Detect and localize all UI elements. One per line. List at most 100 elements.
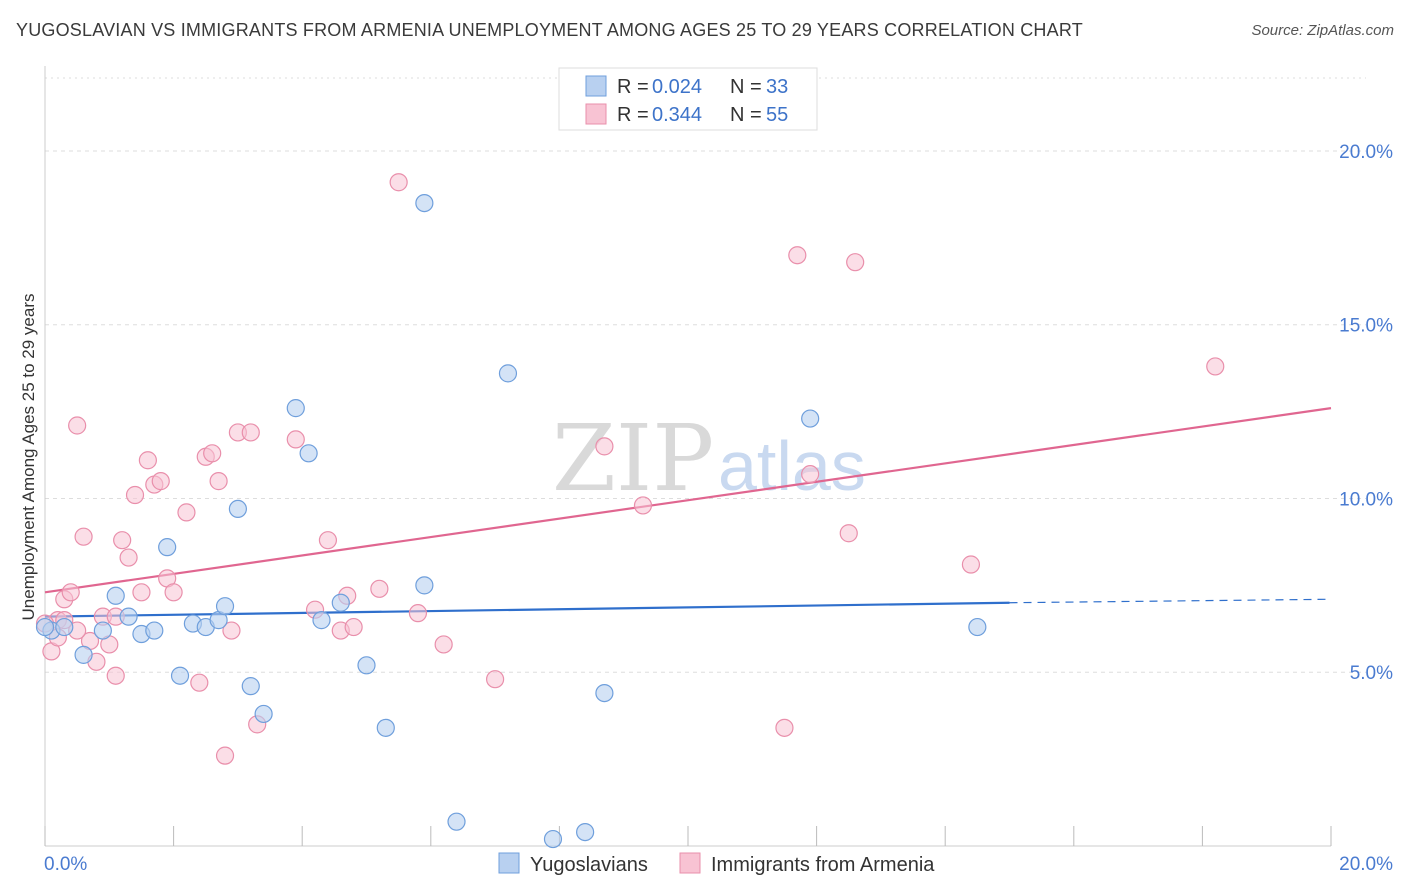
point-series1-17	[286, 399, 305, 418]
point-series1-20	[331, 593, 350, 612]
point-series2-44	[788, 246, 807, 265]
legend-bottom: Yugoslavians Immigrants from Armenia	[498, 852, 935, 876]
point-series1-27	[543, 829, 563, 849]
point-series1-22	[376, 718, 395, 737]
point-series1-4	[106, 586, 125, 605]
point-series2-49	[1206, 357, 1225, 376]
legend-bottom-swatch-series1	[498, 852, 520, 874]
point-series2-35	[344, 617, 363, 637]
point-series1-9	[170, 666, 190, 685]
point-series2-5	[74, 527, 93, 546]
y-tick-label-5: 5.0%	[1350, 663, 1393, 684]
point-series1-13	[215, 597, 235, 616]
point-series1-26	[498, 364, 518, 383]
point-series2-11	[113, 531, 132, 550]
point-series1-30	[801, 409, 820, 428]
point-series2-20	[177, 503, 196, 522]
point-series1-32	[35, 617, 55, 637]
point-series2-13	[125, 485, 145, 505]
source-label: Source: ZipAtlas.com	[1251, 22, 1394, 39]
x-tick-label-min: 0.0%	[44, 854, 87, 875]
point-series2-41	[595, 437, 614, 456]
point-series2-14	[132, 583, 151, 602]
legend-bottom-swatch-series2	[679, 852, 701, 874]
point-series2-48	[961, 555, 981, 574]
trend-line-series1-extension	[1009, 598, 1332, 604]
point-series2-26	[222, 621, 241, 640]
point-series1-5	[119, 607, 138, 626]
point-series2-25	[215, 746, 235, 765]
point-series2-19	[164, 583, 183, 602]
y-tick-label-20: 20.0%	[1339, 142, 1393, 163]
legend-top: R = 0.024 N = 33 R = 0.344 N = 55	[558, 67, 818, 131]
legend-r-value-2: 0.344	[652, 104, 702, 126]
point-series2-17	[151, 472, 170, 491]
point-series2-3	[61, 583, 80, 602]
point-series2-40	[486, 670, 505, 689]
point-series2-30	[286, 430, 305, 449]
y-tick-label-15: 15.0%	[1339, 316, 1393, 337]
legend-bottom-label-series1: Yugoslavians	[530, 854, 648, 876]
point-series2-42	[633, 496, 653, 515]
legend-n-label-1: N =	[730, 76, 762, 98]
point-series2-28	[241, 423, 260, 442]
legend-n-label-2: N =	[730, 104, 762, 126]
point-series2-47	[846, 253, 865, 272]
legend-r-label-1: R =	[617, 76, 649, 98]
point-series1-2	[74, 645, 93, 664]
point-series2-10	[106, 666, 125, 685]
point-series1-7	[145, 621, 164, 640]
legend-n-value-1: 33	[766, 76, 788, 98]
point-series1-29	[595, 683, 614, 703]
points-series1	[35, 193, 987, 849]
point-series2-46	[839, 524, 858, 543]
point-series1-24	[415, 193, 434, 213]
trend-lines	[44, 407, 1332, 618]
point-series1-1	[55, 617, 74, 637]
legend-r-label-2: R =	[617, 104, 649, 126]
point-series1-14	[228, 499, 247, 519]
point-series1-31	[968, 617, 987, 637]
point-series2-43	[775, 718, 794, 737]
legend-bottom-label-series2: Immigrants from Armenia	[711, 854, 935, 876]
point-series2-15	[138, 451, 157, 470]
point-series1-23	[415, 576, 434, 595]
point-series1-8	[158, 538, 177, 557]
grid-layer	[45, 77, 1366, 673]
watermark: ZIP atlas	[552, 405, 866, 512]
point-series2-38	[408, 604, 428, 623]
y-axis-title: Unemployment Among Ages 25 to 29 years	[19, 294, 38, 621]
point-series2-12	[119, 548, 138, 567]
point-series2-24	[209, 472, 228, 491]
point-series2-4	[68, 416, 87, 435]
points-series2	[35, 173, 1225, 765]
trend-line-series2	[44, 407, 1332, 594]
point-series1-3	[93, 621, 112, 640]
watermark-zip: ZIP	[552, 405, 714, 512]
point-series2-36	[370, 579, 389, 598]
point-series1-16	[254, 704, 273, 724]
chart-title: YUGOSLAVIAN VS IMMIGRANTS FROM ARMENIA U…	[16, 20, 1083, 40]
x-tick-label-max: 20.0%	[1339, 854, 1393, 875]
point-series1-25	[447, 812, 466, 831]
legend-swatch-series1	[585, 75, 607, 97]
trend-line-series1	[44, 601, 1010, 618]
legend-swatch-series2	[585, 103, 607, 125]
tick-labels: 5.0% 10.0% 15.0% 20.0% 0.0% 20.0%	[44, 142, 1393, 875]
point-series1-15	[241, 677, 260, 696]
point-series2-21	[190, 673, 209, 692]
point-series2-39	[434, 635, 453, 654]
point-series1-18	[299, 444, 318, 463]
point-series2-23	[203, 444, 222, 463]
point-series1-21	[357, 656, 376, 675]
point-series2-45	[801, 465, 820, 484]
point-series2-32	[318, 531, 338, 550]
legend-r-value-1: 0.024	[652, 76, 702, 98]
axes-layer	[44, 66, 1332, 847]
legend-n-value-2: 55	[766, 104, 788, 126]
point-series1-28	[576, 822, 595, 842]
y-tick-label-10: 10.0%	[1339, 489, 1393, 510]
point-series2-37	[389, 173, 408, 192]
point-series1-19	[312, 611, 331, 630]
